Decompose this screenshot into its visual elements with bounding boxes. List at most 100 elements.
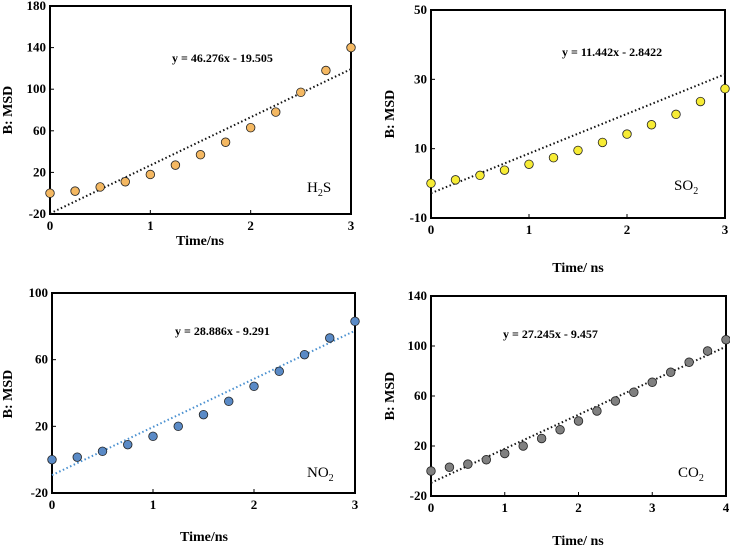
data-point [346,42,356,53]
x-axis-title: Time/ns [176,234,225,249]
axis-tick-marks [430,9,726,219]
y-tick-label: 100 [408,338,428,353]
y-tick-label: 180 [27,0,47,13]
data-point [47,454,57,465]
data-point [95,182,105,192]
x-tick-labels: 0 1 2 3 [49,497,359,512]
fit-equation: y = 28.886x - 9.291 [175,324,270,338]
data-point [475,170,485,181]
data-point [646,120,657,130]
data-point [195,150,206,160]
plot-frame [49,5,352,215]
x-tick-label: 1 [150,497,157,512]
gas-formula-main: SO [674,178,693,194]
x-tick-label: 0 [428,222,435,237]
data-point [671,109,681,120]
data-point [224,396,234,407]
panel-so2: 0 1 2 3 -10 10 30 50 Time/ ns B: MSD y =… [383,2,730,276]
data-point [450,175,461,185]
axis-tick-marks [430,295,727,497]
x-tick-labels: 0 1 2 3 [428,222,729,237]
y-tick-label: 60 [33,123,46,138]
data-point [271,107,281,117]
data-point [622,129,632,139]
y-tick-labels: -20 20 60 100 [29,285,49,500]
y-tick-label: 20 [414,438,427,453]
x-tick-label: 3 [352,497,359,512]
data-point [665,367,676,377]
y-tick-label: 30 [414,71,427,86]
gas-label: SO2 [674,178,698,197]
data-point [274,366,284,377]
x-tick-label: 2 [251,497,258,512]
fit-equation: y = 46.276x - 19.505 [172,51,273,65]
x-tick-label: 2 [624,222,631,237]
y-axis-title: B: MSD [1,86,16,135]
y-tick-label: 50 [414,2,427,17]
panel-no2: 0 1 2 3 -20 20 60 100 Time/ns B: MSD y =… [1,285,360,545]
fit-equation: y = 11.442x - 2.8422 [562,45,662,59]
data-point [597,137,608,148]
gas-formula-sub: 2 [318,188,323,199]
x-tick-label: 0 [428,500,435,515]
data-point [245,122,256,133]
y-tick-label: 140 [27,40,47,55]
data-point [555,425,565,435]
y-axis-title: B: MSD [383,90,398,139]
y-tick-label: -20 [31,485,48,500]
gas-label: H2S [307,180,331,199]
gas-label: CO2 [678,465,704,484]
data-point [647,377,657,387]
x-tick-label: 3 [348,218,355,233]
x-tick-label: 0 [47,218,54,233]
y-axis-title: B: MSD [1,370,16,419]
y-tick-labels: -20 20 60 100 140 180 [27,0,47,221]
y-axis-title: B: MSD [383,372,398,421]
data-point [610,396,621,406]
data-point [173,421,183,432]
data-point [426,466,436,476]
axis-tick-marks [49,5,352,215]
data-point [220,137,231,147]
panel-h2s: 0 1 2 3 -20 20 60 100 140 180 Time/ns B:… [1,0,356,249]
data-point [573,145,583,156]
data-point [702,346,713,356]
x-tick-label: 2 [575,500,582,515]
data-point [350,316,360,327]
data-point [518,441,528,451]
data-point [148,431,158,442]
data-point [299,349,310,360]
x-axis-title: Time/ ns [552,534,604,548]
data-point [45,188,55,198]
y-tick-label: -10 [410,210,427,225]
data-point [684,357,694,367]
data-point [325,333,335,343]
x-tick-label: 1 [526,222,533,237]
panel-co2: 0 1 2 3 4 -20 20 60 100 140 Time/ ns B: … [383,288,730,548]
data-point [426,178,436,189]
data-point [321,65,331,76]
y-tick-label: -20 [410,488,427,503]
data-point [721,335,730,345]
data-point [629,387,639,397]
data-point [536,433,547,444]
x-tick-label: 1 [147,218,154,233]
x-tick-label: 0 [49,497,56,512]
data-point [695,96,706,107]
x-axis-title: Time/ns [180,530,229,545]
x-tick-label: 3 [722,222,729,237]
data-point [548,152,559,163]
plot-frame [430,295,727,497]
y-tick-labels: -20 20 60 100 140 [408,288,428,503]
x-tick-labels: 0 1 2 3 4 [428,500,730,515]
x-axis-title: Time/ ns [552,261,604,276]
x-tick-labels: 0 1 2 3 [47,218,355,233]
gas-formula-sub: 2 [699,473,704,484]
data-point [70,186,80,196]
data-point [481,455,492,465]
data-point [296,87,306,98]
data-point [145,169,156,180]
gas-formula-tail: S [323,180,331,196]
gas-formula-main: H [307,180,318,196]
